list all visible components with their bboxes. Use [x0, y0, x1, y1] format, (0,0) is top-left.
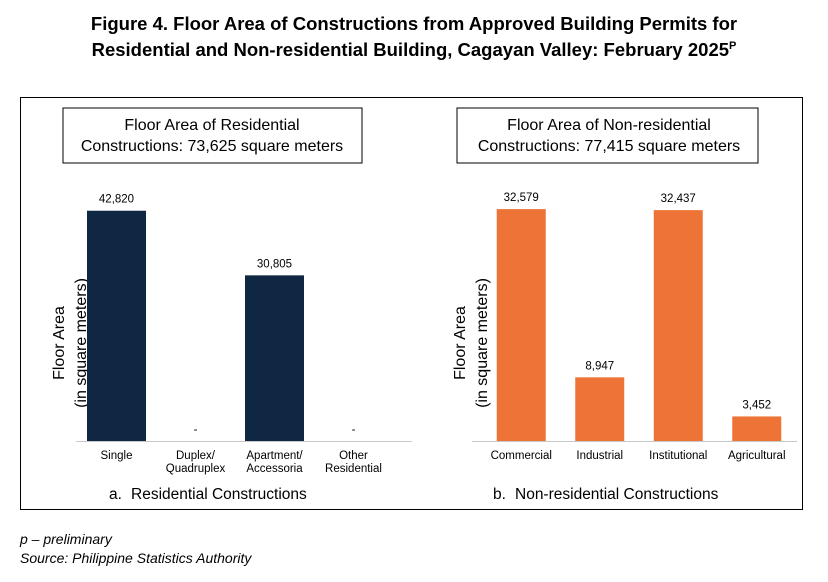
residential-category-label-4-line-1: Other	[339, 450, 368, 462]
non-residential-bar-3	[653, 210, 703, 441]
non-residential-y-axis-label-line-1: Floor Area	[452, 306, 469, 380]
footnote-preliminary: p – preliminary	[20, 531, 112, 547]
non-residential-bar-4	[732, 416, 782, 441]
non-residential-data-label-1: 32,579	[504, 192, 539, 204]
residential-chart-title-line-2: Constructions: 73,625 square meters	[81, 138, 343, 155]
residential-caption: Residential Constructions	[131, 486, 307, 503]
non-residential-category-label-3-line-1: Institutional	[649, 450, 707, 462]
non-residential-bar-1	[496, 209, 546, 441]
non-residential-category-label-2-line-1: Industrial	[576, 450, 623, 462]
non-residential-data-label-2: 8,947	[585, 360, 614, 372]
non-residential-data-label-3: 32,437	[661, 193, 696, 205]
residential-caption-letter: a.	[109, 486, 122, 503]
residential-data-label-1: 42,820	[99, 194, 134, 206]
figure-title: Figure 4. Floor Area of Constructions fr…	[0, 12, 828, 61]
residential-category-label-3-line-2: Accessoria	[246, 463, 303, 475]
chart-frame: Floor Area of Residential Constructions: …	[20, 97, 803, 510]
residential-data-label-2: -	[194, 424, 198, 436]
residential-chart: Floor Area of Residential Constructions: …	[51, 107, 412, 503]
footnote-source: Source: Philippine Statistics Authority	[20, 550, 252, 566]
residential-data-label-3: 30,805	[257, 258, 292, 270]
non-residential-chart-title-line-1: Floor Area of Non-residential	[507, 117, 711, 134]
residential-category-label-4-line-2: Residential	[325, 463, 382, 475]
residential-category-label-3-line-1: Apartment/	[246, 450, 303, 462]
residential-bar-1	[87, 210, 146, 441]
non-residential-caption: Non-residential Constructions	[515, 486, 719, 503]
non-residential-caption-letter: b.	[493, 486, 506, 503]
non-residential-chart: Floor Area of Non-residential Constructio…	[452, 107, 797, 503]
non-residential-y-axis-label-line-2: (in square meters)	[474, 278, 491, 408]
figure-title-line-2: Residential and Non-residential Building…	[0, 35, 828, 61]
residential-chart-title-line-1: Floor Area of Residential	[124, 117, 299, 134]
residential-title-box	[62, 107, 363, 164]
non-residential-category-label-4-line-1: Agricultural	[728, 450, 786, 462]
residential-category-label-1-line-1: Single	[101, 450, 133, 462]
residential-bar-3	[245, 275, 304, 441]
non-residential-title-box	[456, 107, 759, 164]
residential-category-label-2-line-1: Duplex/	[176, 450, 216, 462]
non-residential-category-label-1-line-1: Commercial	[491, 450, 552, 462]
residential-category-label-2-line-2: Quadruplex	[166, 463, 226, 475]
residential-data-label-4: -	[352, 424, 356, 436]
figure-title-line-2-text: Residential and Non-residential Building…	[91, 39, 730, 60]
non-residential-chart-title-line-2: Constructions: 77,415 square meters	[478, 138, 740, 155]
non-residential-data-label-4: 3,452	[742, 399, 771, 411]
figure-title-line-1: Figure 4. Floor Area of Constructions fr…	[90, 13, 738, 34]
residential-y-axis-label-line-1: Floor Area	[51, 306, 68, 380]
preliminary-mark: P	[729, 40, 737, 52]
non-residential-bar-2	[575, 377, 625, 441]
residential-y-axis-label-line-2: (in square meters)	[73, 278, 90, 408]
